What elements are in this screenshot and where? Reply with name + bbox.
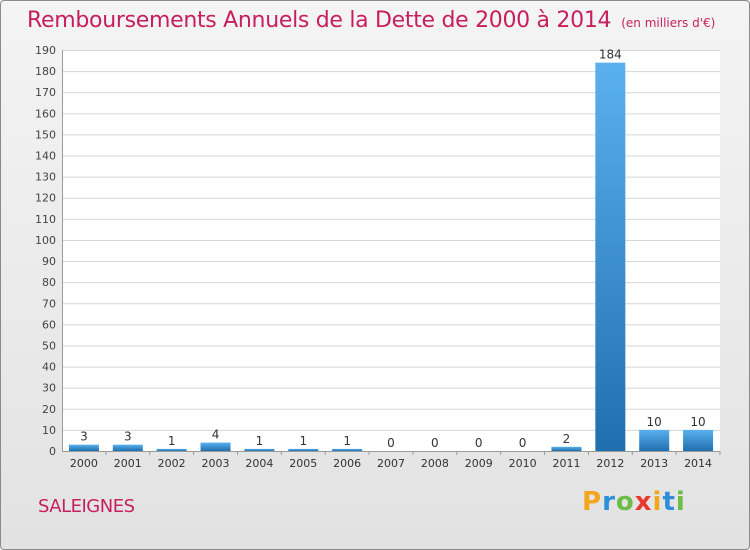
logo-letter: i (675, 487, 686, 517)
logo-letter: i (652, 487, 663, 517)
data-label: 0 (519, 436, 527, 450)
x-tick-label: 2014 (684, 457, 712, 470)
y-tick-label: 30 (42, 382, 56, 395)
bar (156, 448, 187, 451)
x-tick-label: 2005 (289, 457, 317, 470)
data-label: 3 (124, 430, 132, 444)
unit-note: (en milliers d'€) (621, 16, 716, 30)
y-tick-label: 40 (42, 361, 56, 374)
data-label: 1 (343, 434, 351, 448)
bar (595, 62, 626, 452)
logo-letter: t (662, 487, 676, 517)
data-label: 10 (690, 415, 705, 429)
x-tick-label: 2012 (596, 457, 624, 470)
bar (551, 446, 582, 451)
x-tick-label: 2013 (640, 457, 668, 470)
y-tick-label: 60 (42, 318, 56, 331)
commune-name: SALEIGNES (38, 496, 135, 517)
x-tick-label: 2006 (333, 457, 361, 470)
x-tick-label: 2004 (245, 457, 273, 470)
logo-letter: o (615, 487, 635, 517)
y-tick-label: 110 (35, 213, 56, 226)
y-tick-label: 190 (35, 44, 56, 57)
x-tick-label: 2011 (552, 457, 580, 470)
y-tick-label: 20 (42, 403, 56, 416)
chart-title: Remboursements Annuels de la Dette de 20… (27, 8, 715, 33)
bar (639, 429, 670, 451)
x-tick-label: 2007 (377, 457, 405, 470)
y-tick-label: 0 (49, 445, 56, 458)
x-tick-label: 2003 (202, 457, 230, 470)
logo-letter: r (602, 487, 616, 517)
proxiti-logo[interactable]: Proxiti (582, 487, 686, 517)
y-tick-label: 120 (35, 192, 56, 205)
x-tick-label: 2009 (465, 457, 493, 470)
data-label: 0 (475, 436, 483, 450)
y-tick-label: 100 (35, 234, 56, 247)
y-tick-label: 130 (35, 171, 56, 184)
data-label: 0 (431, 436, 439, 450)
y-tick-label: 70 (42, 297, 56, 310)
bar (683, 429, 714, 451)
chart-title-text: Remboursements Annuels de la Dette de 20… (27, 8, 612, 33)
y-tick-label: 170 (35, 86, 56, 99)
bar (200, 442, 231, 451)
bar (288, 448, 319, 451)
data-label: 10 (647, 415, 662, 429)
data-label: 3 (80, 430, 88, 444)
x-tick-label: 2008 (421, 457, 449, 470)
y-tick-label: 160 (35, 107, 56, 120)
x-tick-label: 2001 (114, 457, 142, 470)
data-label: 1 (299, 434, 307, 448)
y-tick-label: 150 (35, 128, 56, 141)
data-label: 2 (563, 432, 571, 446)
logo-letter: x (634, 487, 653, 517)
bar (112, 444, 143, 451)
x-tick-label: 2000 (70, 457, 98, 470)
y-tick-label: 180 (35, 65, 56, 78)
bar (244, 448, 275, 451)
data-label: 184 (599, 48, 622, 62)
x-tick-label: 2010 (509, 457, 537, 470)
y-tick-label: 90 (42, 255, 56, 268)
bar (68, 444, 99, 451)
bar (332, 448, 363, 451)
y-tick-label: 80 (42, 276, 56, 289)
x-tick-label: 2002 (158, 457, 186, 470)
y-tick-label: 50 (42, 339, 56, 352)
data-label: 0 (387, 436, 395, 450)
data-label: 1 (168, 434, 176, 448)
logo-letter: P (582, 487, 603, 517)
data-label: 4 (212, 428, 220, 442)
y-tick-label: 140 (35, 150, 56, 163)
data-label: 1 (256, 434, 264, 448)
y-tick-label: 10 (42, 424, 56, 437)
